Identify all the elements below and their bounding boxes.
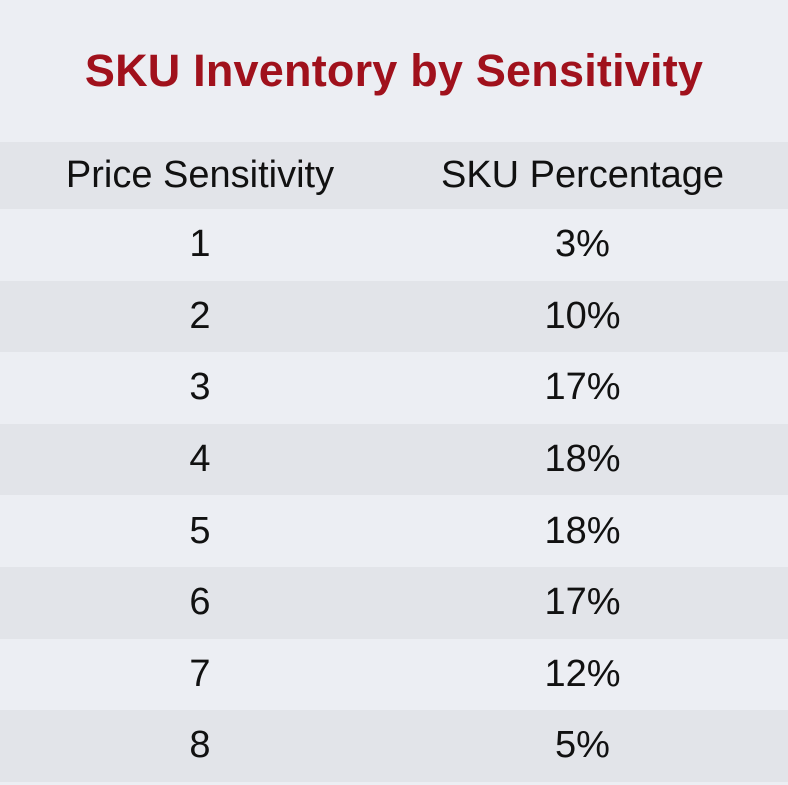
table-row: 1 3% [0, 209, 788, 281]
sku-percentage-cell: 10% [544, 294, 621, 337]
table-row: 5 18% [0, 495, 788, 567]
column-header-price-sensitivity: Price Sensitivity [65, 154, 335, 196]
chart-title: SKU Inventory by Sensitivity [84, 45, 704, 96]
table-row: 8 5% [0, 710, 788, 782]
sku-percentage-cell: 12% [544, 652, 621, 695]
price-sensitivity-cell: 1 [189, 223, 211, 266]
table-header-row: Price Sensitivity SKU Percentage [0, 142, 788, 209]
price-sensitivity-cell: 2 [189, 294, 211, 337]
sku-percentage-cell: 18% [544, 438, 621, 481]
sku-percentage-cell: 17% [544, 581, 621, 624]
price-sensitivity-cell: 6 [189, 581, 211, 624]
sku-percentage-cell: 18% [544, 509, 621, 552]
sku-percentage-cell: 3% [555, 223, 610, 266]
table-row: 7 12% [0, 638, 788, 711]
price-sensitivity-cell: 4 [189, 438, 211, 481]
table-row: 6 17% [0, 566, 788, 639]
price-sensitivity-cell: 5 [189, 509, 211, 552]
table-row: 4 18% [0, 423, 788, 496]
column-header-sku-percentage: SKU Percentage [440, 154, 725, 196]
sku-percentage-cell: 5% [555, 724, 610, 767]
data-table: Price Sensitivity SKU Percentage 1 3% 2 10%… [0, 142, 788, 782]
table-row: 3 17% [0, 352, 788, 424]
sku-percentage-cell: 17% [544, 366, 621, 409]
price-sensitivity-cell: 8 [189, 724, 211, 767]
table-row: 2 10% [0, 280, 788, 353]
price-sensitivity-cell: 7 [189, 652, 211, 695]
price-sensitivity-cell: 3 [189, 366, 211, 409]
